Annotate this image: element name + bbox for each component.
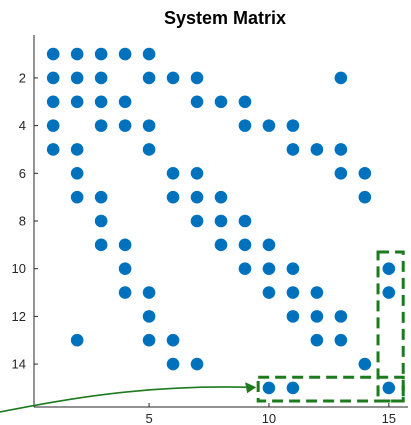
data-point bbox=[166, 167, 180, 180]
data-point bbox=[310, 333, 324, 347]
data-point bbox=[142, 119, 156, 132]
data-point bbox=[190, 167, 204, 180]
data-point bbox=[142, 286, 156, 299]
data-point bbox=[118, 119, 132, 132]
arrow-line bbox=[0, 386, 247, 413]
data-point bbox=[262, 381, 276, 395]
data-point bbox=[118, 47, 132, 61]
data-point bbox=[46, 119, 60, 132]
data-point bbox=[94, 47, 108, 61]
data-point bbox=[214, 214, 228, 228]
data-point bbox=[214, 238, 228, 252]
y-tick-label: 12 bbox=[12, 309, 26, 324]
data-point bbox=[70, 47, 84, 61]
data-point bbox=[286, 119, 300, 132]
data-point bbox=[310, 143, 324, 156]
data-point bbox=[118, 286, 132, 299]
data-point bbox=[382, 286, 396, 299]
data-point bbox=[94, 190, 108, 204]
data-point bbox=[358, 357, 372, 371]
data-point bbox=[118, 95, 132, 109]
data-point bbox=[286, 381, 300, 395]
y-tick-label: 10 bbox=[12, 261, 26, 276]
x-tick-label: 10 bbox=[262, 411, 276, 425]
y-tick-label: 14 bbox=[12, 357, 26, 372]
data-point bbox=[334, 143, 348, 156]
annotations bbox=[0, 250, 405, 413]
data-point bbox=[142, 71, 156, 85]
data-point bbox=[94, 71, 108, 85]
data-point bbox=[310, 286, 324, 299]
chart-title: System Matrix bbox=[164, 8, 286, 28]
data-point bbox=[358, 167, 372, 180]
data-point bbox=[94, 119, 108, 132]
arrow-head bbox=[245, 382, 257, 394]
data-point bbox=[190, 357, 204, 371]
y-tick-label: 6 bbox=[19, 166, 26, 181]
data-point bbox=[70, 333, 84, 347]
data-point bbox=[166, 333, 180, 347]
data-point bbox=[358, 190, 372, 204]
data-point bbox=[334, 167, 348, 180]
data-point bbox=[190, 190, 204, 204]
data-point bbox=[118, 238, 132, 252]
data-points bbox=[46, 47, 396, 395]
data-point bbox=[142, 310, 156, 323]
data-point bbox=[262, 238, 276, 252]
highlight-box bbox=[376, 250, 405, 403]
data-point bbox=[238, 119, 252, 132]
data-point bbox=[286, 310, 300, 323]
data-point bbox=[238, 238, 252, 252]
x-tick-label: 15 bbox=[382, 411, 396, 425]
data-point bbox=[262, 262, 276, 275]
data-point bbox=[214, 190, 228, 204]
data-point bbox=[238, 214, 252, 228]
data-point bbox=[238, 95, 252, 109]
x-tick-label: 5 bbox=[145, 411, 152, 425]
data-point bbox=[214, 95, 228, 109]
data-point bbox=[334, 71, 348, 85]
data-point bbox=[142, 143, 156, 156]
data-point bbox=[70, 143, 84, 156]
data-point bbox=[166, 357, 180, 371]
data-point bbox=[46, 47, 60, 61]
data-point bbox=[286, 286, 300, 299]
y-tick-label: 2 bbox=[19, 70, 26, 85]
data-point bbox=[286, 262, 300, 275]
data-point bbox=[166, 190, 180, 204]
data-point bbox=[190, 71, 204, 85]
data-point bbox=[70, 71, 84, 85]
data-point bbox=[334, 333, 348, 347]
highlight-box bbox=[256, 375, 405, 403]
data-point bbox=[382, 262, 396, 275]
data-point bbox=[166, 71, 180, 85]
data-point bbox=[238, 262, 252, 275]
data-point bbox=[46, 95, 60, 109]
data-point bbox=[94, 214, 108, 228]
data-point bbox=[94, 95, 108, 109]
data-point bbox=[190, 214, 204, 228]
data-point bbox=[190, 95, 204, 109]
data-point bbox=[334, 310, 348, 323]
y-tick-label: 4 bbox=[19, 118, 26, 133]
data-point bbox=[310, 310, 324, 323]
y-tick-label: 8 bbox=[19, 214, 26, 229]
data-point bbox=[94, 238, 108, 252]
axes: 5 10 15 2 4 6 8 10 12 14 bbox=[12, 35, 408, 425]
data-point bbox=[286, 143, 300, 156]
data-point bbox=[70, 95, 84, 109]
data-point bbox=[262, 286, 276, 299]
data-point bbox=[382, 381, 396, 395]
data-point bbox=[46, 71, 60, 85]
data-point bbox=[262, 119, 276, 132]
data-point bbox=[70, 190, 84, 204]
data-point bbox=[142, 47, 156, 61]
data-point bbox=[46, 143, 60, 156]
data-point bbox=[70, 167, 84, 180]
data-point bbox=[142, 333, 156, 347]
data-point bbox=[118, 262, 132, 275]
